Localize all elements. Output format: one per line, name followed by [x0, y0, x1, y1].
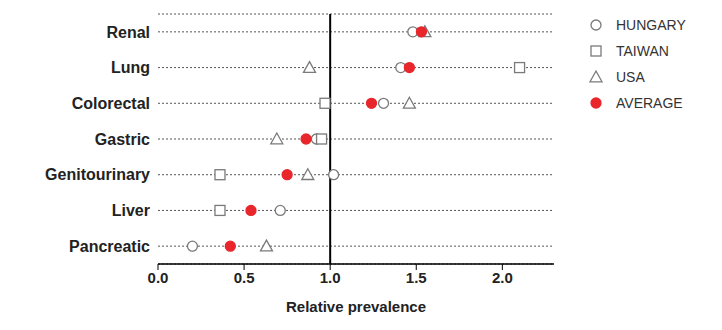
svg-text:Pancreatic: Pancreatic [69, 238, 150, 255]
svg-text:1.0: 1.0 [320, 269, 341, 286]
svg-text:Colorectal: Colorectal [72, 95, 150, 112]
svg-text:Genitourinary: Genitourinary [45, 166, 150, 183]
html-text:TAIWAN: TAIWAN [616, 43, 669, 59]
svg-text:Liver: Liver [112, 202, 150, 219]
svg-text:Lung: Lung [111, 59, 150, 76]
html-text:HUNGARY: HUNGARY [616, 17, 686, 33]
svg-text:Gastric: Gastric [95, 131, 150, 148]
svg-text:0.5: 0.5 [234, 269, 255, 286]
svg-text:1.5: 1.5 [406, 269, 427, 286]
svg-text:Relative prevalence: Relative prevalence [286, 298, 426, 315]
svg-text:2.0: 2.0 [492, 269, 513, 286]
html-text:USA: USA [616, 69, 645, 85]
svg-text:Renal: Renal [106, 24, 150, 41]
html-text:AVERAGE: AVERAGE [616, 95, 683, 111]
svg-text:0.0: 0.0 [148, 269, 169, 286]
